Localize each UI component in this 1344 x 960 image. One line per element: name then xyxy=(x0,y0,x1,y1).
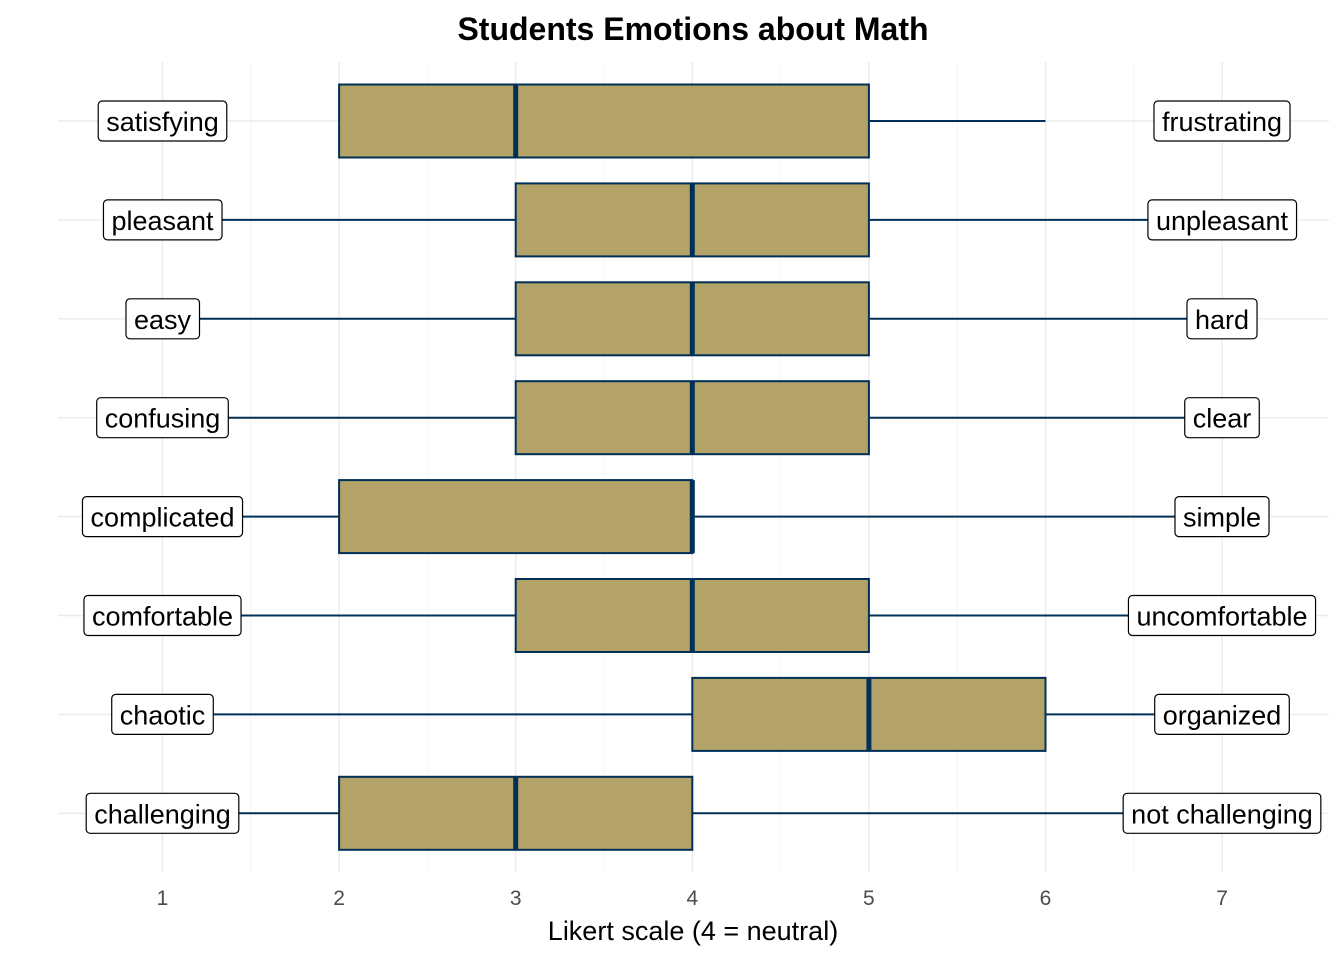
right-pole-label: uncomfortable xyxy=(1127,594,1317,637)
right-pole-label: organized xyxy=(1154,693,1290,736)
box-row: pleasant unpleasant xyxy=(102,182,1298,258)
box-row: confusing clear xyxy=(96,380,1260,456)
box-row: easy hard xyxy=(125,281,1258,357)
right-pole-label-text: clear xyxy=(1193,404,1252,434)
right-pole-label: clear xyxy=(1184,397,1260,439)
x-axis-ticks: 1 2 3 4 5 6 7 xyxy=(157,887,1228,910)
right-pole-label-text: organized xyxy=(1163,700,1282,730)
right-pole-label-text: hard xyxy=(1195,305,1249,335)
box xyxy=(338,479,694,555)
left-pole-label-text: confusing xyxy=(105,404,221,434)
box-rows: satisfying frustrating pleasant unpleasant e… xyxy=(81,83,1322,851)
left-pole-label-box xyxy=(81,496,244,538)
box-row: satisfying frustrating xyxy=(97,83,1291,159)
x-tick-label: 6 xyxy=(1040,887,1052,910)
right-pole-label: hard xyxy=(1186,298,1258,340)
left-pole-label-text: pleasant xyxy=(111,206,214,236)
right-pole-label-text: simple xyxy=(1183,503,1261,533)
left-pole-label-text: challenging xyxy=(94,799,231,829)
x-axis-label: Likert scale (4 = neutral) xyxy=(548,916,838,946)
x-tick-label: 5 xyxy=(863,887,875,910)
box-row: complicated simple xyxy=(81,479,1270,555)
x-tick-label: 2 xyxy=(333,887,345,910)
right-pole-label-text: unpleasant xyxy=(1156,206,1289,236)
right-pole-label: not challenging xyxy=(1122,792,1322,834)
right-pole-label-box xyxy=(1127,594,1317,637)
left-pole-label: chaotic xyxy=(111,693,214,736)
x-tick-label: 4 xyxy=(686,887,698,910)
box-row: challenging not challenging xyxy=(85,775,1322,851)
left-pole-label-box xyxy=(102,199,223,241)
left-pole-label: confusing xyxy=(96,397,229,439)
left-pole-label-text: complicated xyxy=(90,503,234,533)
left-pole-label-box xyxy=(97,100,228,142)
x-tick-label: 1 xyxy=(157,887,169,910)
right-pole-label-text: uncomfortable xyxy=(1136,602,1307,632)
right-pole-label-box xyxy=(1186,298,1258,340)
chart-title: Students Emotions about Math xyxy=(457,11,928,47)
x-tick-label: 3 xyxy=(510,887,522,910)
box-row: chaotic organized xyxy=(111,676,1290,752)
right-pole-label: frustrating xyxy=(1153,100,1291,142)
left-pole-label-text: comfortable xyxy=(92,602,233,632)
left-pole-label: satisfying xyxy=(97,100,228,142)
left-pole-label: pleasant xyxy=(102,199,223,241)
right-pole-label-box xyxy=(1184,397,1260,439)
left-pole-label-text: chaotic xyxy=(120,700,206,730)
x-tick-label: 7 xyxy=(1216,887,1228,910)
right-pole-label-text: frustrating xyxy=(1162,107,1282,137)
left-pole-label: easy xyxy=(125,298,201,340)
right-pole-label: simple xyxy=(1174,496,1270,538)
left-pole-label-text: satisfying xyxy=(106,107,219,137)
left-pole-label-box xyxy=(85,792,240,834)
right-pole-label-box xyxy=(1122,792,1322,834)
right-pole-label-box xyxy=(1154,693,1290,736)
left-pole-label-box xyxy=(83,594,242,637)
left-pole-label-box xyxy=(111,693,214,736)
left-pole-label-text: easy xyxy=(134,305,192,335)
right-pole-label-text: not challenging xyxy=(1131,799,1313,829)
right-pole-label-box xyxy=(1153,100,1291,142)
right-pole-label-box xyxy=(1147,199,1298,241)
left-pole-label: challenging xyxy=(85,792,240,834)
right-pole-label-box xyxy=(1174,496,1270,538)
left-pole-label-box xyxy=(96,397,229,439)
right-pole-label: unpleasant xyxy=(1147,199,1298,241)
left-pole-label: comfortable xyxy=(83,594,242,637)
box-row: comfortable uncomfortable xyxy=(83,578,1317,653)
left-pole-label-box xyxy=(125,298,201,340)
left-pole-label: complicated xyxy=(81,496,244,538)
box xyxy=(338,83,870,159)
